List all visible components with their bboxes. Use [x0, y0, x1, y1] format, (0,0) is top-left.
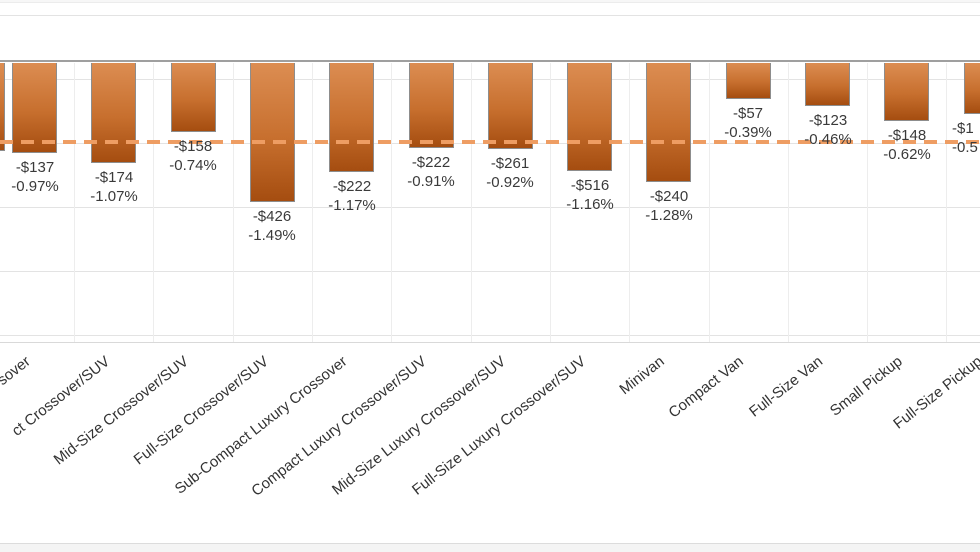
bar	[964, 63, 980, 114]
bar	[329, 63, 374, 172]
bar-value-label: -$426 -1.49%	[212, 207, 332, 245]
bar	[409, 63, 454, 148]
bar-percent-label: -1.49%	[248, 227, 296, 244]
category-label: Full-Size Crossover/SUV	[130, 352, 272, 469]
bar	[726, 63, 771, 99]
category-separator-line	[312, 63, 314, 342]
bar-value-label: -$261 -0.92%	[450, 154, 570, 192]
bar-percent-label: -1.28%	[645, 207, 693, 224]
bar	[884, 63, 929, 121]
bar-dollar-label: -$158	[173, 138, 213, 155]
bar-dollar-label: -$426	[252, 208, 292, 225]
bar-dollar-label: -$123	[808, 112, 848, 129]
category-separator-line	[629, 63, 631, 342]
category-separator-line	[946, 63, 948, 342]
bar	[805, 63, 850, 106]
bar-dollar-label: -$148	[887, 127, 927, 144]
bar	[488, 63, 533, 149]
category-label: Mid-Size Crossover/SUV	[50, 352, 193, 469]
bar-value-label: -$222 -1.17%	[292, 177, 412, 215]
bar-dollar-label: -$222	[411, 154, 451, 171]
bar-dollar-label: -$516	[570, 177, 610, 194]
plot-top-band	[0, 0, 980, 2]
category-separator-line	[391, 63, 393, 342]
bar-value-label: -$174 -1.07%	[54, 168, 174, 206]
category-separator-line	[153, 63, 155, 342]
category-separator-line	[787, 63, 789, 342]
category-separator-line	[232, 63, 234, 342]
plot-top-border	[0, 2, 980, 3]
category-label: sover	[0, 352, 34, 389]
bar-percent-label: -1.16%	[566, 196, 614, 213]
category-label: Full-Size Van	[746, 352, 827, 421]
category-separator-line	[549, 63, 551, 342]
category-label: Small Pickup	[826, 352, 906, 420]
bar-percent-label: -0.91%	[407, 173, 455, 190]
zero-baseline	[0, 60, 980, 62]
category-separator-line	[708, 63, 710, 342]
bar-dollar-label: -$137	[15, 159, 55, 176]
bar-percent-label: -0.46%	[804, 131, 852, 148]
average-dashed-line	[0, 140, 980, 144]
bar-value-label: -$1 -0.5	[952, 119, 980, 157]
bottom-band	[0, 544, 980, 552]
bar-percent-label: -0.39%	[724, 124, 772, 141]
bar-value-label: -$57 -0.39%	[688, 104, 808, 142]
category-separator-line	[470, 63, 472, 342]
bar	[0, 63, 5, 151]
bar	[12, 63, 57, 153]
bar	[250, 63, 295, 202]
category-label: Compact Van	[665, 352, 748, 422]
bar-value-label: -$222 -0.91%	[371, 153, 491, 191]
bar-dollar-label: -$261	[490, 155, 530, 172]
bar-percent-label: -0.92%	[486, 174, 534, 191]
horizontal-gridline	[0, 271, 980, 272]
category-separator-line	[74, 63, 76, 342]
category-label: Minivan	[616, 352, 668, 399]
bar-value-label: -$123 -0.46%	[768, 111, 888, 149]
horizontal-gridline	[0, 15, 980, 16]
bar-value-label: -$158 -0.74%	[133, 137, 253, 175]
x-axis-line	[0, 342, 980, 343]
bar	[646, 63, 691, 182]
bar	[567, 63, 612, 171]
bar-value-label: -$148 -0.62%	[847, 126, 967, 164]
bar-value-label: -$516 -1.16%	[530, 176, 650, 214]
bar-value-label: -$137 -0.97%	[0, 158, 95, 196]
bar	[171, 63, 216, 132]
bar-dollar-label: -$240	[649, 188, 689, 205]
bar-percent-label: -0.5	[952, 139, 978, 156]
horizontal-gridline	[0, 335, 980, 336]
bar-percent-label: -0.74%	[169, 157, 217, 174]
category-separator-line	[867, 63, 869, 342]
horizontal-gridline	[0, 207, 980, 208]
bar-value-label: -$240 -1.28%	[609, 187, 729, 225]
bar	[91, 63, 136, 163]
bar-dollar-label: -$222	[332, 178, 372, 195]
bar-percent-label: -1.07%	[90, 188, 138, 205]
bar-percent-label: -0.62%	[883, 146, 931, 163]
bar-dollar-label: -$57	[732, 105, 764, 122]
bar-dollar-label: -$174	[94, 169, 134, 186]
bar-percent-label: -1.17%	[328, 197, 376, 214]
bar-dollar-label: -$1	[952, 120, 974, 137]
bottom-divider-line	[0, 543, 980, 544]
bar-percent-label: -0.97%	[11, 178, 59, 195]
